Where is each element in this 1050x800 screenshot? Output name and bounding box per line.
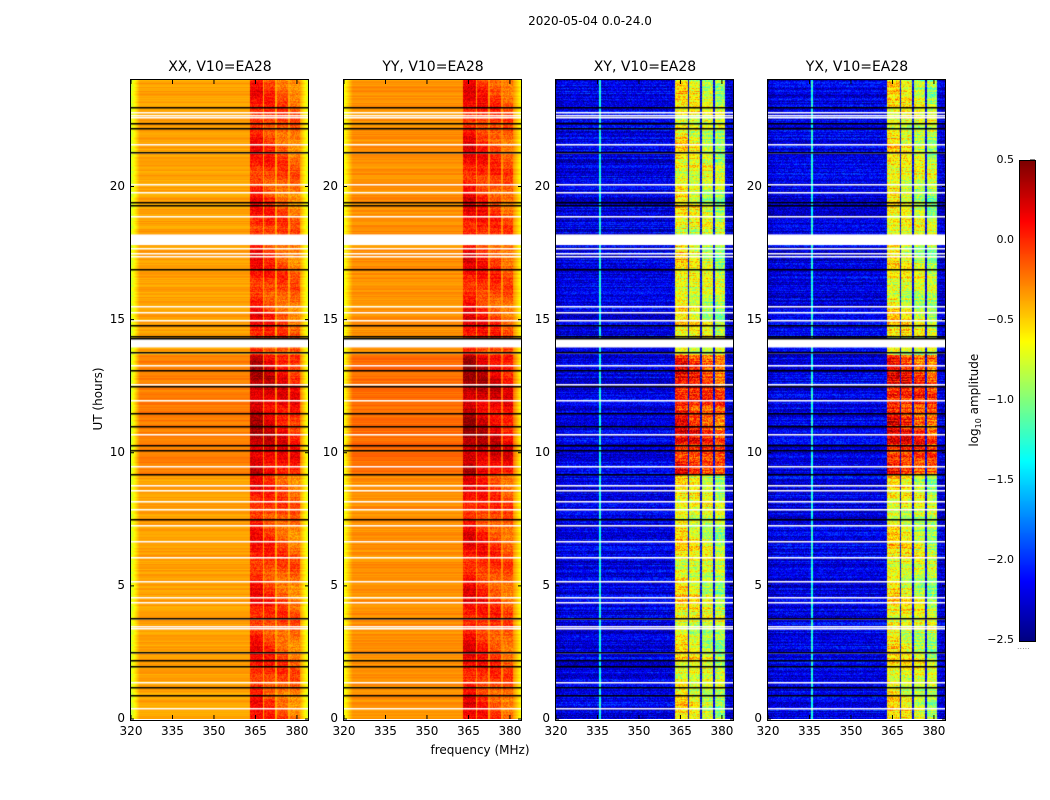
x-tick-label: 350 (839, 724, 863, 738)
colorbar-label-suffix: amplitude (966, 353, 981, 419)
x-tick-label: 335 (161, 724, 184, 738)
x-tick-label: 365 (669, 724, 692, 738)
panel-title-xx: XX, V10=EA28 (168, 59, 272, 75)
colorbar-tick-label: −2.5 (987, 633, 1014, 646)
x-tick-label: 365 (457, 724, 480, 738)
y-tick-label: 0 (117, 711, 125, 725)
panel-title-yy: YY, V10=EA28 (382, 59, 484, 75)
y-tick-label: 0 (330, 711, 338, 725)
colorbar-tick-label: 0.0 (996, 233, 1015, 246)
colorbar-label-log: log (966, 428, 981, 447)
heatmap-xx (131, 80, 308, 719)
x-tick-label: 365 (244, 724, 267, 738)
x-tick-label: 350 (627, 724, 651, 738)
colorbar-tick-label: −1.5 (987, 473, 1014, 486)
y-tick-label: 20 (109, 178, 125, 193)
colorbar (1019, 160, 1036, 642)
x-tick-label: 380 (922, 724, 946, 738)
y-tick-label: 10 (746, 444, 762, 459)
x-tick-label: 335 (374, 724, 397, 738)
x-tick-label: 380 (285, 724, 309, 738)
colorbar-overflow-dots: ..... (1017, 642, 1030, 651)
x-tick-label: 380 (710, 724, 734, 738)
y-tick-label: 10 (109, 444, 125, 459)
y-tick-label: 0 (754, 711, 762, 725)
x-tick-label: 320 (756, 724, 780, 738)
heatmap-panel-xx (131, 80, 308, 719)
y-tick-label: 5 (754, 577, 762, 592)
y-tick-label: 0 (542, 711, 550, 725)
heatmap-yx (768, 80, 945, 719)
y-tick-label: 5 (117, 577, 125, 592)
x-tick-label: 335 (586, 724, 609, 738)
y-tick-label: 20 (534, 178, 550, 193)
x-tick-label: 320 (119, 724, 143, 738)
x-tick-label: 380 (498, 724, 522, 738)
colorbar-tick-label: −0.5 (987, 313, 1014, 326)
heatmap-yy (344, 80, 521, 719)
x-tick-label: 350 (415, 724, 439, 738)
panel-title-yx: YX, V10=EA28 (805, 59, 909, 75)
x-tick-label: 320 (544, 724, 568, 738)
colorbar-label: log10 amplitude (967, 335, 983, 465)
x-axis-label: frequency (MHz) (430, 743, 530, 757)
y-axis-label: UT (hours) (91, 367, 105, 431)
colorbar-tick-label: −2.0 (987, 553, 1014, 566)
y-tick-label: 15 (109, 311, 125, 326)
y-tick-label: 15 (322, 311, 338, 326)
panel-title-xy: XY, V10=EA28 (593, 59, 697, 75)
y-tick-label: 20 (322, 178, 338, 193)
y-tick-label: 20 (746, 178, 762, 193)
heatmap-panel-xy (556, 80, 733, 719)
heatmap-panel-yx (768, 80, 945, 719)
x-tick-label: 335 (798, 724, 821, 738)
y-tick-label: 5 (330, 577, 338, 592)
y-tick-label: 10 (322, 444, 338, 459)
x-tick-label: 320 (332, 724, 356, 738)
colorbar-tick-label: −1.0 (987, 393, 1014, 406)
x-tick-label: 350 (202, 724, 226, 738)
y-tick-label: 15 (746, 311, 762, 326)
y-tick-label: 5 (542, 577, 550, 592)
heatmap-panel-yy (344, 80, 521, 719)
x-tick-label: 365 (881, 724, 904, 738)
y-tick-label: 15 (534, 311, 550, 326)
figure-suptitle: 2020-05-04 0.0-24.0 (528, 14, 652, 28)
colorbar-label-sub: 10 (974, 418, 984, 429)
y-tick-label: 10 (534, 444, 550, 459)
heatmap-xy (556, 80, 733, 719)
colorbar-tick-label: 0.5 (996, 153, 1015, 166)
